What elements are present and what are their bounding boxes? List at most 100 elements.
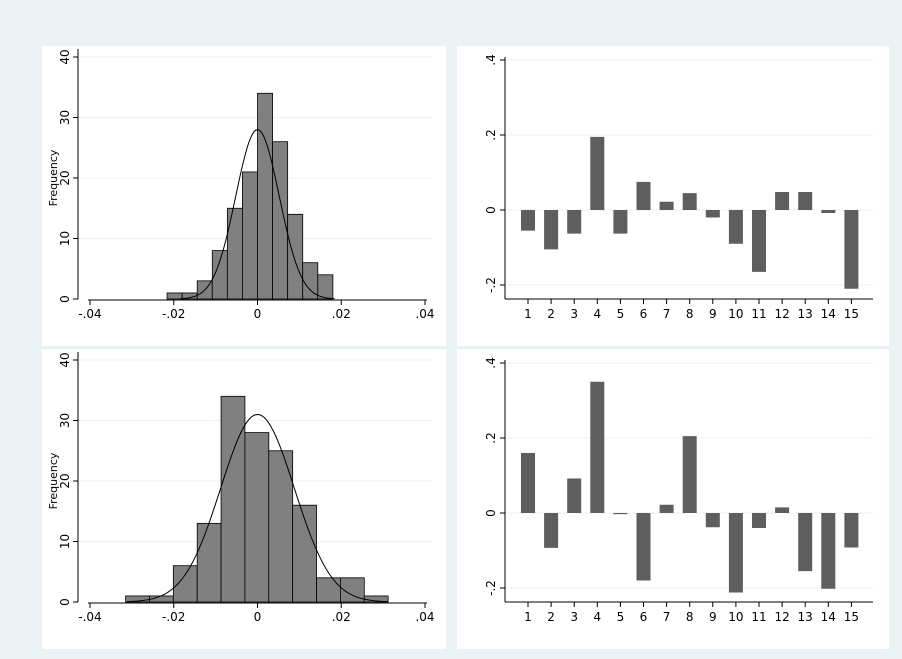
x-tick-label: 11 bbox=[751, 610, 766, 624]
histogram-bar bbox=[257, 92, 273, 300]
data-bar bbox=[705, 210, 720, 218]
data-bar bbox=[544, 513, 559, 548]
histogram-bottom-panel: 0 10 20 30 40 -.04 -.02 0 .02 .04 Frequency bbox=[42, 349, 446, 649]
x-tick-label: .02 bbox=[332, 610, 351, 624]
data-bar bbox=[636, 513, 651, 581]
y-tick-label: 20 bbox=[58, 170, 72, 185]
y-tick-label: -.2 bbox=[484, 277, 498, 293]
y-tick-label: 40 bbox=[58, 352, 72, 367]
data-bar bbox=[590, 136, 605, 210]
data-bar bbox=[521, 453, 535, 513]
x-tick-label: 13 bbox=[798, 610, 813, 624]
data-bar bbox=[636, 181, 651, 210]
histogram-bar bbox=[242, 171, 258, 300]
bar-chart-top-panel: -.20.2.41 2 3 4 5 6 7 8 9 10 11 12 13 14 15 bbox=[457, 46, 889, 346]
data-bar bbox=[613, 513, 628, 515]
x-tick-label: 7 bbox=[663, 610, 671, 624]
x-tick-label: 2 bbox=[547, 307, 555, 321]
histogram-bar bbox=[172, 565, 198, 603]
histogram-top-panel: 0 10 20 30 40 -.04 -.02 0 .02 .04 Frequency bbox=[42, 46, 446, 346]
y-axis-title: Frequency bbox=[47, 452, 60, 509]
x-tick-label: .04 bbox=[415, 610, 434, 624]
x-tick-label: 1 bbox=[524, 610, 532, 624]
data-bar bbox=[798, 513, 813, 572]
y-tick-label: 40 bbox=[58, 49, 72, 64]
x-tick-label: 15 bbox=[844, 307, 859, 321]
x-tick-label: -.04 bbox=[78, 307, 101, 321]
y-axis-title: Frequency bbox=[47, 149, 60, 206]
histogram-bar bbox=[340, 577, 365, 603]
data-bar bbox=[728, 513, 743, 593]
histogram-bar bbox=[166, 292, 183, 300]
y-tick-label: 0 bbox=[484, 206, 498, 214]
data-bar bbox=[544, 210, 559, 250]
x-tick-label: 8 bbox=[686, 610, 694, 624]
y-tick-label: .2 bbox=[484, 129, 498, 140]
data-bar bbox=[775, 192, 790, 210]
x-tick-label: 12 bbox=[774, 610, 789, 624]
histogram-bar bbox=[226, 207, 243, 300]
x-tick-label: 11 bbox=[751, 307, 766, 321]
histogram-bar bbox=[292, 504, 317, 603]
x-tick-label: 13 bbox=[798, 307, 813, 321]
data-bar bbox=[613, 210, 628, 234]
y-tick-label: 0 bbox=[58, 598, 72, 606]
data-bar bbox=[752, 513, 766, 528]
data-bar bbox=[567, 210, 582, 234]
plot-background bbox=[457, 46, 889, 346]
data-bar bbox=[567, 478, 582, 513]
x-tick-label: 3 bbox=[570, 307, 578, 321]
x-tick-label: 12 bbox=[774, 307, 789, 321]
x-tick-label: 14 bbox=[821, 307, 836, 321]
y-tick-label: 10 bbox=[58, 231, 72, 246]
x-tick-label: 6 bbox=[640, 610, 648, 624]
y-tick-label: 10 bbox=[58, 534, 72, 549]
x-tick-label: 0 bbox=[254, 307, 262, 321]
data-bar bbox=[705, 513, 720, 528]
normal-density-curve bbox=[126, 413, 389, 603]
x-tick-label: 1 bbox=[524, 307, 532, 321]
data-bar bbox=[521, 210, 535, 231]
x-tick-label: 10 bbox=[728, 307, 743, 321]
y-tick-label: 0 bbox=[58, 295, 72, 303]
data-bar bbox=[844, 513, 859, 548]
x-tick-label: 4 bbox=[593, 610, 601, 624]
x-tick-label: -.02 bbox=[162, 610, 185, 624]
y-tick-label: -.2 bbox=[484, 580, 498, 596]
x-tick-label: 7 bbox=[663, 307, 671, 321]
x-tick-label: 10 bbox=[728, 610, 743, 624]
x-tick-label: 8 bbox=[686, 307, 694, 321]
y-tick-label: 30 bbox=[58, 110, 72, 125]
x-tick-label: 0 bbox=[254, 610, 262, 624]
histogram-bar bbox=[220, 395, 246, 603]
x-tick-label: 4 bbox=[593, 307, 601, 321]
bar-chart-bottom-panel: -.20.2.41 2 3 4 5 6 7 8 9 10 11 12 13 14 15 bbox=[457, 349, 889, 649]
data-bar bbox=[682, 193, 697, 210]
histogram-bar bbox=[196, 522, 222, 603]
y-tick-label: 20 bbox=[58, 473, 72, 488]
data-bar bbox=[821, 513, 836, 589]
data-bar bbox=[682, 436, 697, 513]
x-tick-label: 14 bbox=[821, 610, 836, 624]
x-tick-label: .04 bbox=[415, 307, 434, 321]
histogram-bar bbox=[316, 577, 341, 603]
x-tick-label: .02 bbox=[332, 307, 351, 321]
y-tick-label: 30 bbox=[58, 413, 72, 428]
y-tick-label: 0 bbox=[484, 509, 498, 517]
x-tick-label: 5 bbox=[617, 307, 625, 321]
data-bar bbox=[590, 381, 605, 513]
data-bar bbox=[798, 192, 813, 210]
y-tick-label: .2 bbox=[484, 432, 498, 443]
data-bar bbox=[659, 201, 674, 210]
x-tick-label: 15 bbox=[844, 610, 859, 624]
x-tick-label: 3 bbox=[570, 610, 578, 624]
histogram-bar bbox=[244, 432, 270, 603]
x-tick-label: 9 bbox=[709, 307, 717, 321]
data-bar bbox=[821, 210, 836, 213]
x-tick-label: 9 bbox=[709, 610, 717, 624]
data-bar bbox=[775, 507, 790, 513]
data-bar bbox=[728, 210, 743, 244]
x-tick-label: -.02 bbox=[162, 307, 185, 321]
x-tick-label: 6 bbox=[640, 307, 648, 321]
